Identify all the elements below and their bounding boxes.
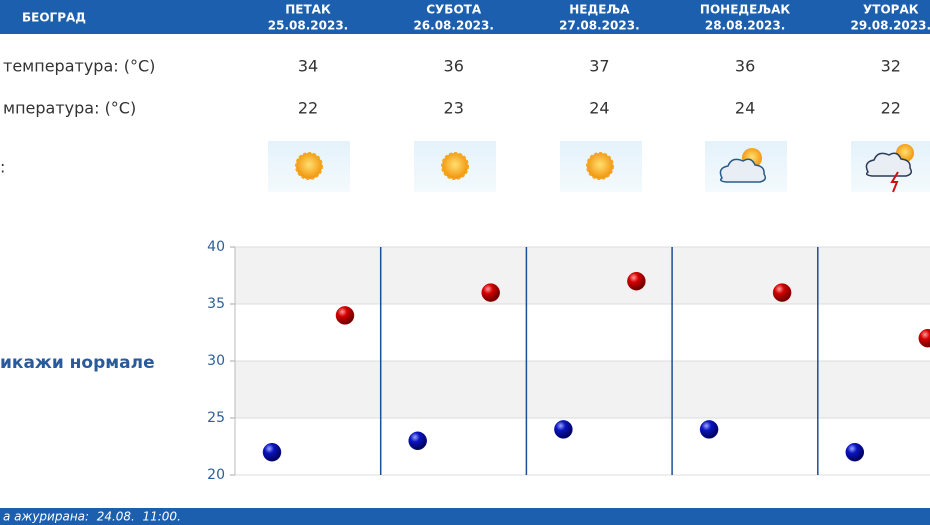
min-point <box>845 442 865 462</box>
y-tick-label: 20 <box>207 467 225 483</box>
city: БЕОГРАД <box>22 11 86 25</box>
header-bar <box>0 0 930 34</box>
min-temp: 23 <box>444 99 464 118</box>
grid-band <box>235 247 930 304</box>
max-point <box>772 283 792 302</box>
day-name: ПОНЕДЕЉАК <box>700 3 791 17</box>
min-temp: 24 <box>589 99 609 118</box>
min-temp: 22 <box>881 99 901 118</box>
min-temp: 24 <box>735 99 755 118</box>
day-name: НЕДЕЉА <box>569 3 630 17</box>
min-temp: 22 <box>298 99 318 118</box>
min-point <box>408 431 427 451</box>
max-temp: 34 <box>298 57 318 76</box>
max-point <box>335 306 355 325</box>
weather-icons <box>268 141 930 193</box>
normals-toggle[interactable]: икажи нормале <box>0 353 155 373</box>
footer-bar <box>0 508 930 525</box>
max-temp: 32 <box>881 57 901 76</box>
row-label: : <box>0 158 5 177</box>
max-point <box>481 283 500 302</box>
min-point <box>699 420 719 439</box>
day-date: 25.08.2023. <box>268 19 348 33</box>
y-tick-label: 30 <box>207 353 225 369</box>
max-temp: 36 <box>444 57 464 76</box>
day-name: УТОРАК <box>863 3 919 17</box>
row-label: температура: (°C) <box>3 57 155 76</box>
grid-band <box>235 418 930 475</box>
y-tick-label: 40 <box>207 239 225 255</box>
max-point <box>627 271 646 291</box>
day-name: СУБОТА <box>426 3 482 17</box>
max-temp: 37 <box>589 57 609 76</box>
y-tick-label: 35 <box>207 296 225 312</box>
min-point <box>554 420 573 439</box>
day-name: ПЕТАК <box>285 3 331 17</box>
min-point <box>262 442 282 462</box>
max-temp: 36 <box>735 57 755 76</box>
grid-band <box>235 361 930 418</box>
day-date: 29.08.2023. <box>851 19 930 33</box>
day-date: 27.08.2023. <box>559 19 639 33</box>
y-tick-label: 25 <box>207 410 225 426</box>
max-point <box>918 328 930 348</box>
day-date: 26.08.2023. <box>413 19 493 33</box>
row-label: мпература: (°C) <box>3 99 136 118</box>
day-date: 28.08.2023. <box>705 19 785 33</box>
updated-note: а ажурирана: 24.08. 11:00. <box>3 510 181 524</box>
